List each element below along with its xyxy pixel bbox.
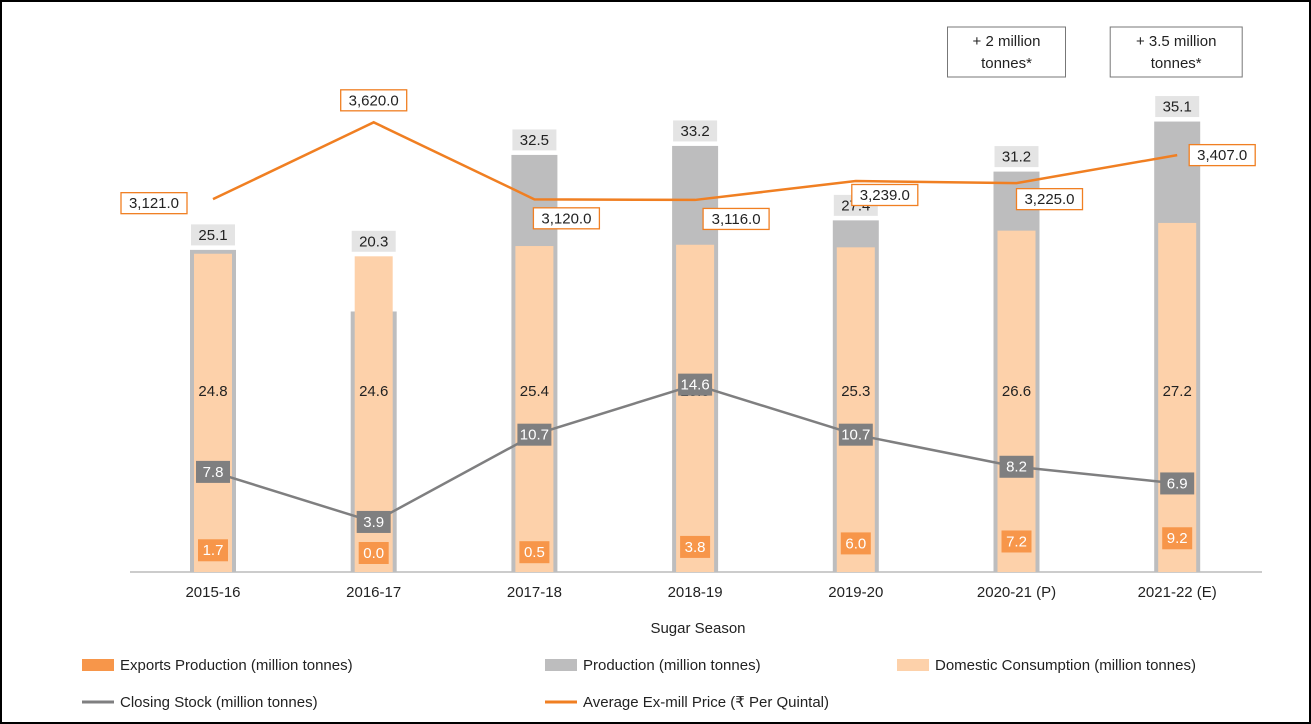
domestic-label: 24.6 <box>359 383 388 400</box>
stock-label-box <box>838 423 873 446</box>
domestic-bar <box>836 247 875 573</box>
production-label-box <box>1155 96 1200 118</box>
domestic-bar <box>676 244 715 572</box>
price-label: 3,120.0 <box>541 210 591 227</box>
legend-label: Exports Production (million tonnes) <box>120 657 353 674</box>
production-label: 35.1 <box>1163 99 1192 116</box>
legend-swatch <box>545 659 577 671</box>
production-label: 33.2 <box>680 123 709 140</box>
legend-label: Domestic Consumption (million tonnes) <box>935 657 1196 674</box>
export-mark <box>519 541 550 564</box>
export-label: 6.0 <box>845 535 866 552</box>
export-label: 0.0 <box>363 545 384 562</box>
legend-label: Average Ex-mill Price (₹ Per Quintal) <box>583 694 829 711</box>
price-label: 3,116.0 <box>712 211 761 228</box>
export-mark <box>840 532 871 555</box>
stock-label: 8.2 <box>1006 459 1027 476</box>
domestic-label: 24.8 <box>198 383 227 400</box>
x-tick-label: 2016-17 <box>346 584 401 601</box>
export-label: 1.7 <box>203 542 224 559</box>
domestic-label: 25.4 <box>520 383 549 400</box>
annotation-box <box>947 26 1066 78</box>
price-label: 3,121.0 <box>129 195 179 212</box>
domestic-label: 27.2 <box>1163 383 1192 400</box>
legend-swatch <box>897 659 929 671</box>
x-tick-label: 2021-22 (E) <box>1138 584 1217 601</box>
legend-swatch <box>82 659 114 671</box>
x-tick-label: 2020-21 (P) <box>977 584 1056 601</box>
stock-label: 3.9 <box>363 514 384 531</box>
production-label: 32.5 <box>520 132 549 149</box>
x-axis-title: Sugar Season <box>650 620 745 637</box>
production-label: 25.1 <box>198 227 227 244</box>
export-mark <box>358 542 389 564</box>
domestic-label: 26.6 <box>1002 383 1031 400</box>
production-label-box <box>673 120 718 142</box>
price-label-box <box>340 89 408 112</box>
price-label: 3,407.0 <box>1197 147 1247 164</box>
export-label: 9.2 <box>1167 530 1188 547</box>
annotation-box <box>1109 26 1243 78</box>
stock-label-box <box>517 423 552 446</box>
legend-label: Closing Stock (million tonnes) <box>120 694 318 711</box>
stock-label: 10.7 <box>520 427 549 444</box>
production-label-box <box>351 230 396 252</box>
price-label-box <box>120 192 188 215</box>
export-label: 7.2 <box>1006 533 1027 550</box>
stock-label-box <box>356 510 391 533</box>
price-line <box>212 120 1178 202</box>
domestic-label: 25.3 <box>841 383 870 400</box>
x-tick-label: 2019-20 <box>828 584 883 601</box>
stock-label-box <box>1160 472 1195 495</box>
export-label: 3.8 <box>685 539 706 556</box>
domestic-bar <box>515 246 554 573</box>
production-label-box <box>191 224 235 246</box>
domestic-bar <box>997 230 1036 572</box>
domestic-bar <box>194 253 232 572</box>
production-label-box <box>994 146 1039 168</box>
price-label-box <box>532 207 601 230</box>
price-label-box <box>851 183 919 207</box>
price-label: 3,620.0 <box>349 92 399 109</box>
annotation-text: + 3.5 million <box>1136 33 1216 50</box>
stock-label-box <box>999 455 1034 478</box>
domestic-bar <box>1158 222 1197 572</box>
x-tick-label: 2015-16 <box>185 584 240 601</box>
stock-label: 14.6 <box>680 377 709 394</box>
annotation-text: + 2 million <box>973 33 1041 50</box>
legend-label: Production (million tonnes) <box>583 657 761 674</box>
stock-label-box <box>196 460 230 483</box>
stock-label: 10.7 <box>841 427 870 444</box>
price-label-box <box>702 207 770 231</box>
price-label: 3,225.0 <box>1024 191 1074 208</box>
production-label-box <box>512 129 557 151</box>
x-tick-label: 2017-18 <box>507 584 562 601</box>
export-mark <box>680 535 711 558</box>
export-mark <box>198 539 228 562</box>
production-label: 31.2 <box>1002 149 1031 166</box>
stock-label: 7.8 <box>203 464 224 481</box>
export-mark <box>1001 530 1032 553</box>
production-label: 20.3 <box>359 233 388 250</box>
x-tick-label: 2018-19 <box>668 584 723 601</box>
annotation-text: tonnes* <box>981 55 1032 72</box>
export-label: 0.5 <box>524 544 545 561</box>
stock-label-box <box>678 373 713 396</box>
price-label-box <box>1015 187 1084 211</box>
export-mark <box>1162 527 1193 550</box>
stock-label: 6.9 <box>1167 475 1188 492</box>
annotation-text: tonnes* <box>1151 55 1202 72</box>
price-label: 3,239.0 <box>860 187 910 204</box>
price-label-box <box>1188 143 1256 167</box>
